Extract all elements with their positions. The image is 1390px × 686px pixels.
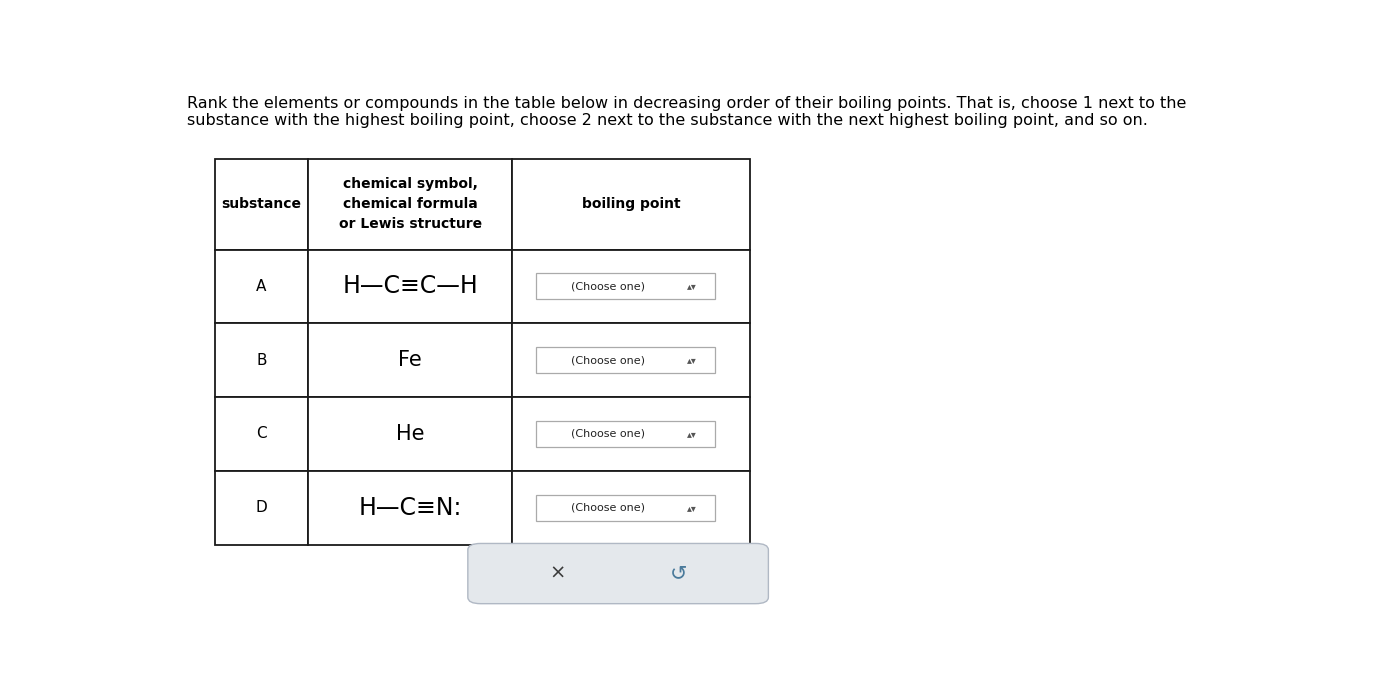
Text: boiling point: boiling point — [581, 197, 680, 211]
FancyBboxPatch shape — [468, 543, 769, 604]
Text: ▴▾: ▴▾ — [687, 355, 696, 365]
Bar — [309, 323, 512, 397]
Text: B: B — [256, 353, 267, 368]
FancyBboxPatch shape — [537, 495, 714, 521]
Text: ↺: ↺ — [670, 564, 687, 584]
FancyBboxPatch shape — [537, 274, 714, 299]
Text: He: He — [396, 424, 424, 444]
Bar — [309, 471, 512, 545]
FancyBboxPatch shape — [537, 347, 714, 373]
Bar — [214, 397, 309, 471]
Bar — [512, 397, 751, 471]
Text: (Choose one): (Choose one) — [571, 281, 645, 292]
Text: (Choose one): (Choose one) — [571, 429, 645, 439]
Text: Rank the elements or compounds in the table below in decreasing order of their b: Rank the elements or compounds in the ta… — [186, 95, 1186, 128]
Bar — [512, 471, 751, 545]
Bar — [214, 323, 309, 397]
Bar — [309, 250, 512, 323]
FancyBboxPatch shape — [537, 421, 714, 447]
Text: D: D — [256, 500, 267, 515]
Text: Fe: Fe — [398, 350, 423, 370]
Text: ▴▾: ▴▾ — [687, 281, 696, 292]
Bar — [214, 471, 309, 545]
Text: A: A — [256, 279, 267, 294]
Text: ▴▾: ▴▾ — [687, 503, 696, 512]
Text: (Choose one): (Choose one) — [571, 503, 645, 512]
Bar — [214, 250, 309, 323]
Text: ▴▾: ▴▾ — [687, 429, 696, 439]
Text: substance: substance — [221, 197, 302, 211]
Text: chemical symbol,
chemical formula
or Lewis structure: chemical symbol, chemical formula or Lew… — [339, 177, 482, 231]
Text: H—C≡C—H: H—C≡C—H — [342, 274, 478, 298]
Bar — [214, 159, 309, 250]
Bar — [512, 323, 751, 397]
Bar — [309, 159, 512, 250]
Bar — [512, 250, 751, 323]
Text: ×: × — [549, 564, 566, 583]
Text: H—C≡N:: H—C≡N: — [359, 496, 461, 519]
Text: (Choose one): (Choose one) — [571, 355, 645, 365]
Text: C: C — [256, 427, 267, 441]
Bar — [512, 159, 751, 250]
Bar — [309, 397, 512, 471]
